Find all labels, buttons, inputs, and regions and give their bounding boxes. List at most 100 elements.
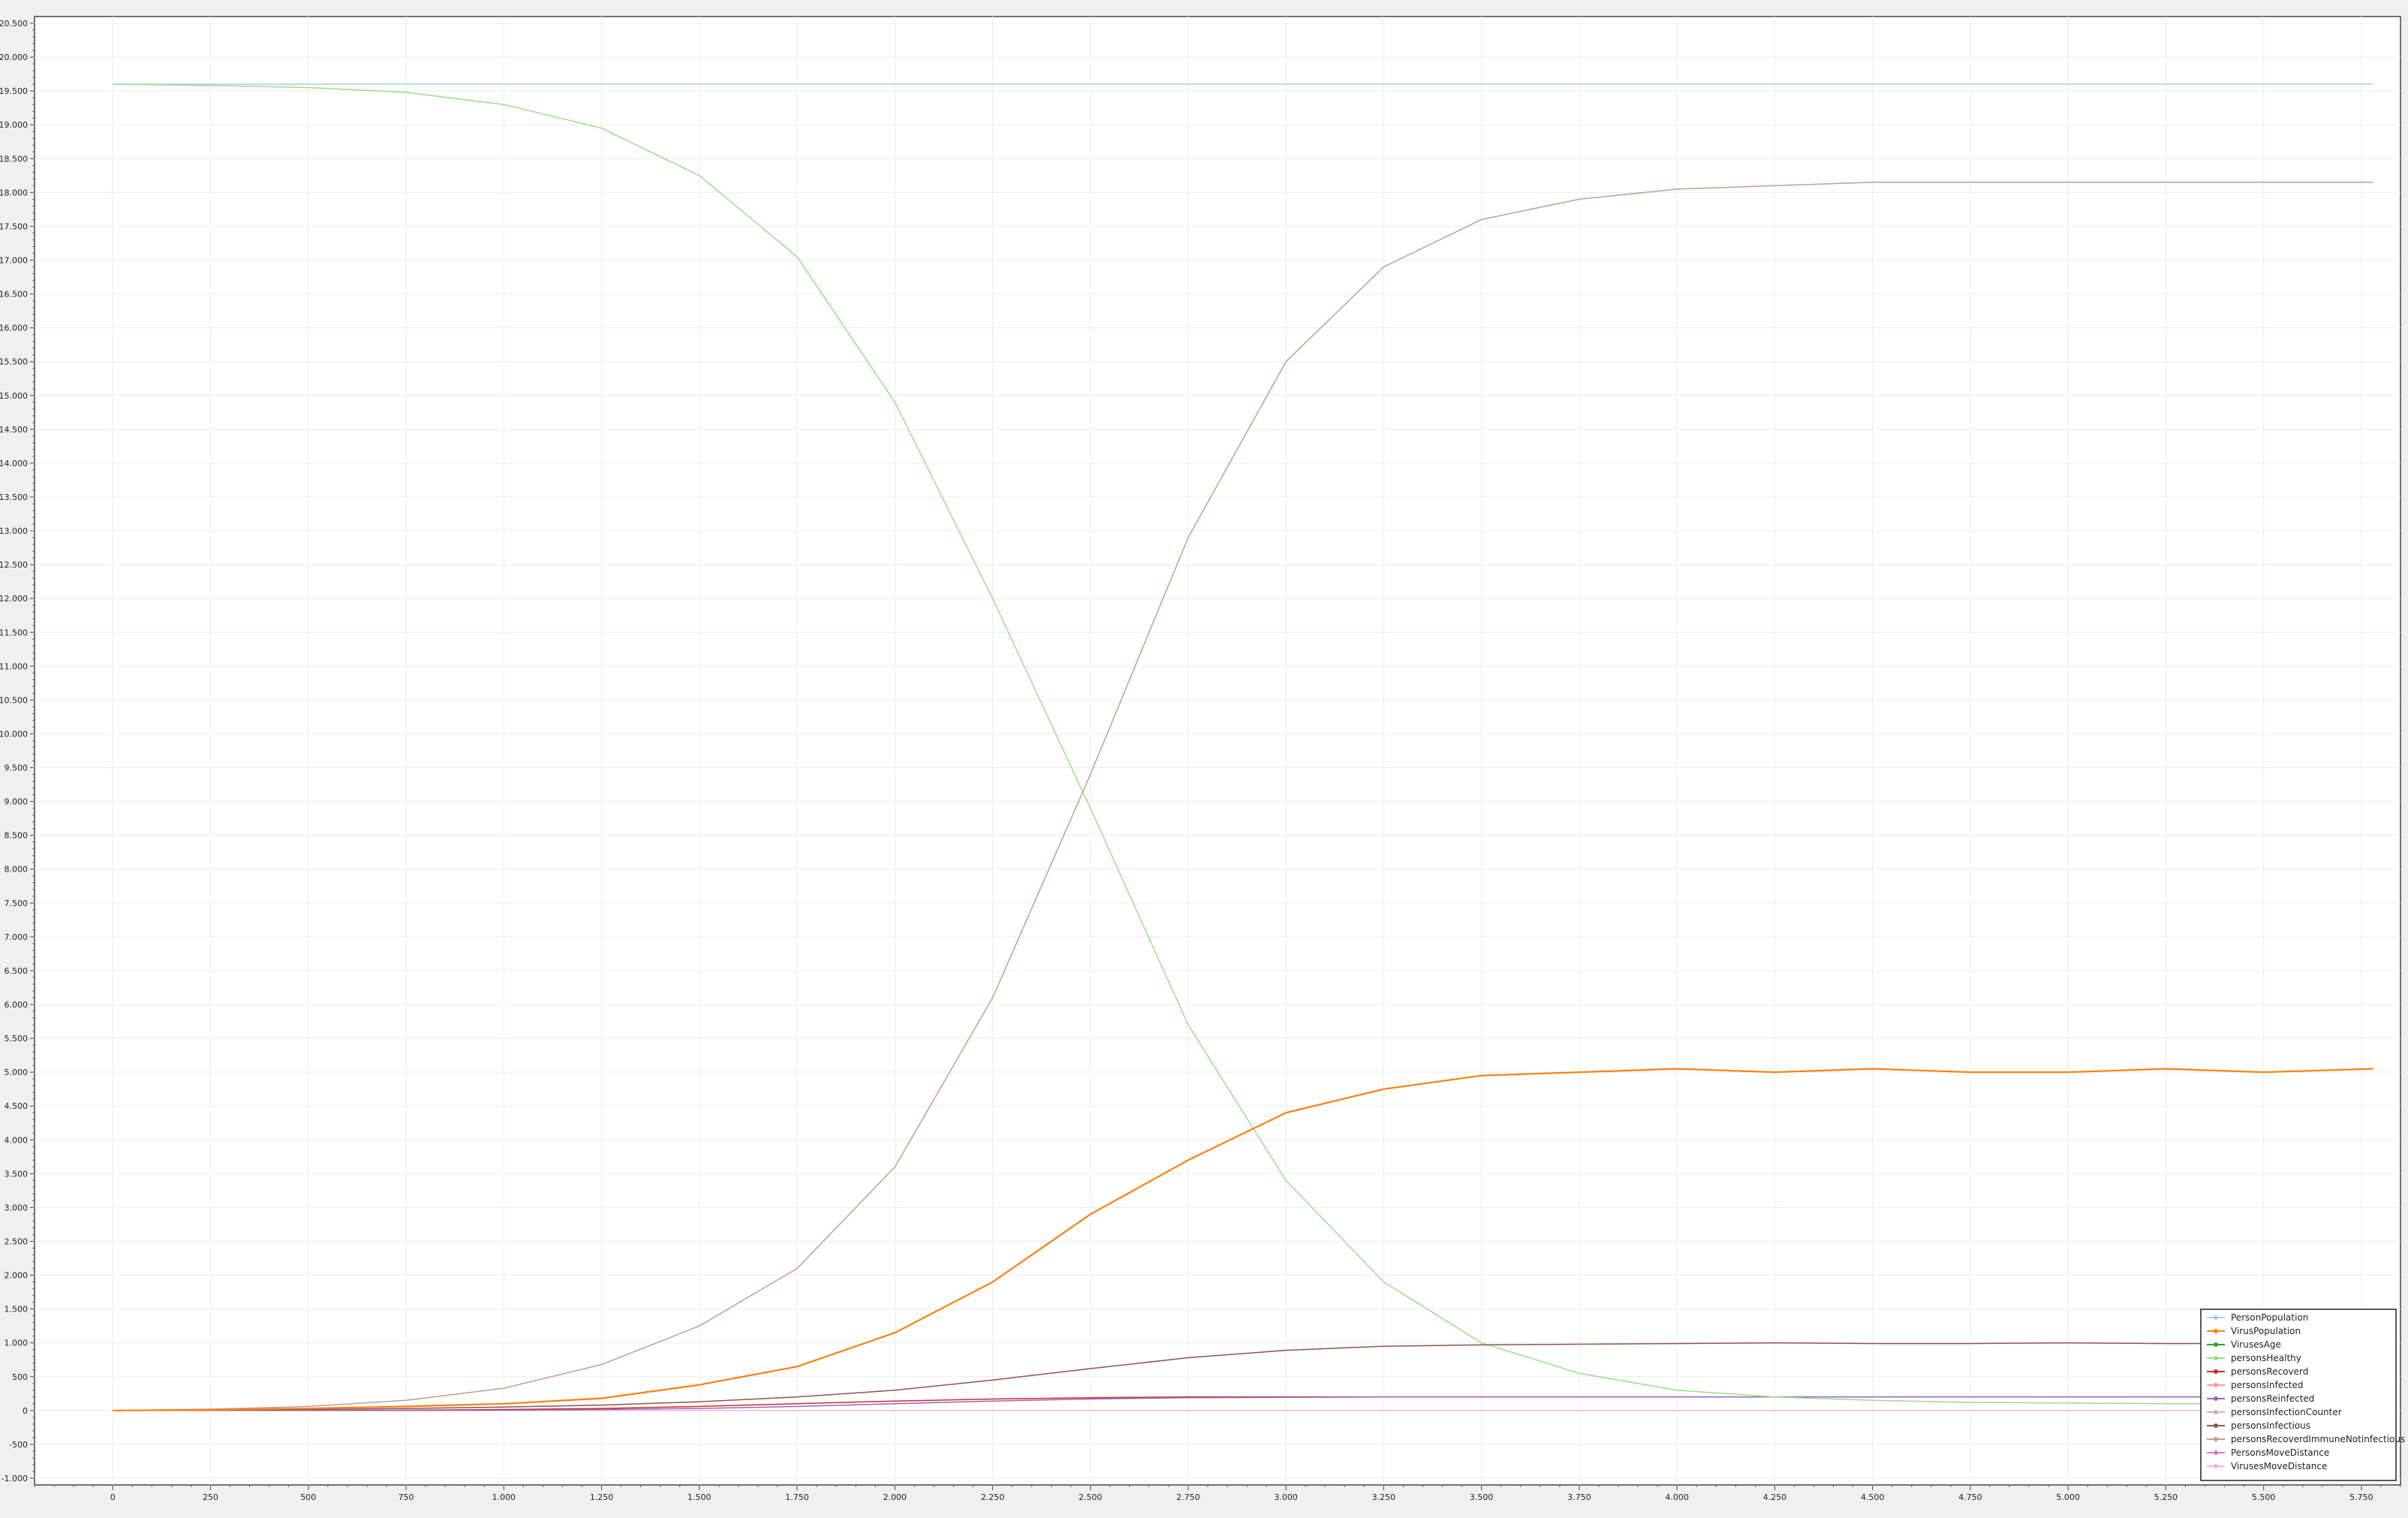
y-tick-label: 3.500 (5, 1169, 29, 1179)
x-tick-label: 250 (203, 1492, 218, 1502)
plot-area (34, 16, 2401, 1486)
x-tick-label: 3.500 (1470, 1492, 1494, 1502)
x-tick-label: 2.500 (1079, 1492, 1103, 1502)
y-tick-label: 9.000 (5, 797, 29, 807)
y-tick-label: 5.500 (5, 1034, 29, 1044)
y-tick-label: 16.000 (0, 324, 28, 333)
x-tick-label: 4.250 (1763, 1492, 1787, 1502)
y-tick-label: 18.000 (0, 188, 28, 197)
y-tick-label: 1.000 (5, 1339, 29, 1348)
legend-box (2200, 1309, 2397, 1481)
y-tick-label: 11.500 (0, 628, 28, 637)
series-lines (113, 83, 2373, 1411)
y-tick-label: -1.000 (2, 1474, 28, 1483)
x-tick-label: 1.250 (590, 1492, 614, 1502)
y-tick-label: 13.500 (0, 492, 28, 502)
legend-marker (2214, 1464, 2218, 1468)
y-tick-label: 17.500 (0, 221, 28, 231)
x-tick-label: 2.000 (883, 1492, 907, 1502)
grid-lines (35, 17, 2400, 1485)
y-tick-label: 12.000 (0, 594, 28, 604)
y-tick-label: 15.500 (0, 357, 28, 367)
y-tick-label: 20.500 (0, 19, 28, 29)
x-tick-label: 0 (110, 1492, 116, 1502)
y-tick-label: 12.500 (0, 560, 28, 570)
y-tick-label: 2.500 (5, 1237, 29, 1247)
y-tick-label: 18.500 (0, 154, 28, 164)
y-tick-label: 0 (23, 1406, 28, 1416)
legend-label: PersonPopulation (2231, 1312, 2308, 1323)
legend-label: VirusPopulation (2231, 1326, 2301, 1336)
y-tick-label: -500 (9, 1440, 28, 1450)
y-tick-label: 4.500 (5, 1101, 29, 1111)
y-tick-label: 15.000 (0, 391, 28, 401)
legend-label: personsInfected (2231, 1380, 2303, 1390)
legend-marker (2214, 1329, 2218, 1333)
y-tick-label: 13.000 (0, 526, 28, 536)
y-tick-label: 19.500 (0, 86, 28, 96)
legend-label: VirusesAge (2231, 1339, 2281, 1350)
legend-label: PersonsMoveDistance (2231, 1447, 2329, 1458)
y-tick-label: 6.000 (5, 1000, 29, 1010)
y-tick-label: 14.500 (0, 425, 28, 435)
legend-marker (2214, 1356, 2218, 1360)
y-tick-label: 17.000 (0, 255, 28, 265)
y-tick-label: 7.500 (5, 899, 29, 908)
x-tick-label: 5.750 (2349, 1492, 2373, 1502)
series-line-personsInfectious (113, 1342, 2373, 1411)
series-line-VirusPopulation (113, 1068, 2373, 1411)
y-tick-label: 14.000 (0, 459, 28, 468)
y-tick-label: 16.500 (0, 290, 28, 300)
y-tick-label: 10.500 (0, 695, 28, 705)
y-tick-label: 9.500 (5, 764, 29, 773)
legend-marker (2214, 1315, 2218, 1320)
legend-marker (2214, 1369, 2218, 1374)
x-tick-label: 1.750 (785, 1492, 809, 1502)
x-tick-label: 3.250 (1372, 1492, 1396, 1502)
legend-marker (2214, 1423, 2218, 1428)
legend-label: personsHealthy (2231, 1353, 2301, 1363)
y-tick-label: 2.000 (5, 1271, 29, 1281)
legend-marker (2214, 1437, 2218, 1441)
x-tick-label: 750 (398, 1492, 414, 1502)
legend-label: personsRecoverdImmuneNotinfectious (2231, 1434, 2405, 1444)
y-tick-label: 1.500 (5, 1305, 29, 1315)
y-tick-label: 7.000 (5, 932, 29, 942)
x-tick-label: 5.000 (2056, 1492, 2080, 1502)
series-line-personsReinfected (113, 1396, 2373, 1411)
legend-label: personsInfectionCounter (2231, 1407, 2342, 1417)
legend-marker (2214, 1396, 2218, 1401)
y-tick-label: 8.500 (5, 831, 29, 841)
y-tick-label: 10.000 (0, 729, 28, 739)
legend-marker (2214, 1410, 2218, 1414)
x-tick-label: 3.750 (1567, 1492, 1591, 1502)
series-line-personsRecoverdImmuneNotinfectious (113, 182, 2373, 1411)
y-tick-label: 5.000 (5, 1068, 29, 1077)
x-tick-label: 500 (300, 1492, 316, 1502)
series-line-personsHealthy (113, 83, 2373, 1405)
y-tick-label: 6.500 (5, 966, 29, 976)
x-tick-label: 4.500 (1861, 1492, 1885, 1502)
legend-label: personsInfectious (2231, 1420, 2310, 1431)
legend-marker (2214, 1383, 2218, 1387)
y-tick-label: 20.000 (0, 53, 28, 62)
y-tick-label: 19.000 (0, 120, 28, 130)
legend: PersonPopulation VirusPopulation VirusesAg… (2200, 1309, 2405, 1481)
y-tick-label: 11.000 (0, 661, 28, 671)
x-tick-label: 2.250 (981, 1492, 1005, 1502)
legend-marker (2214, 1450, 2218, 1455)
y-tick-label: 8.000 (5, 865, 29, 875)
x-tick-label: 4.000 (1665, 1492, 1689, 1502)
legend-label: personsReinfected (2231, 1393, 2314, 1404)
legend-marker (2214, 1342, 2218, 1347)
y-tick-label: 3.000 (5, 1203, 29, 1212)
x-tick-label: 3.000 (1274, 1492, 1298, 1502)
x-tick-label: 5.250 (2154, 1492, 2178, 1502)
axes: 0 250 500 750 1.000 1.250 1.500 1.750 2.000 2.250… (0, 19, 2401, 1502)
x-tick-label: 2.750 (1176, 1492, 1200, 1502)
x-tick-label: 1.500 (688, 1492, 712, 1502)
x-tick-label: 4.750 (1958, 1492, 1982, 1502)
x-tick-label: 5.500 (2252, 1492, 2276, 1502)
y-tick-label: 4.000 (5, 1135, 29, 1145)
